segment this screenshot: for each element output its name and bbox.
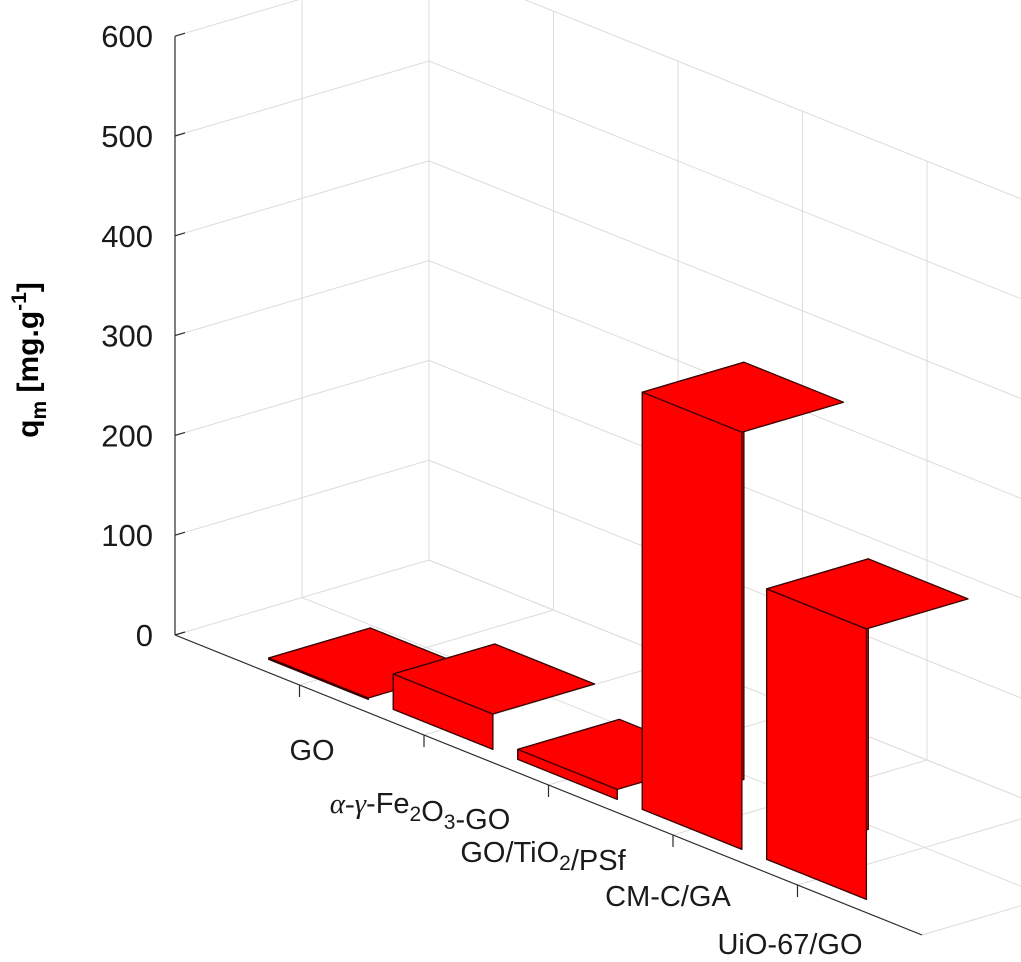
bar-3-top <box>641 361 845 433</box>
z-tick-label-3: 300 <box>101 319 153 354</box>
y-axis-title: qm [mg.g-1] <box>8 282 51 438</box>
z-tick-label-0: 0 <box>136 618 153 653</box>
x-category-label-3: CM-C/GA <box>605 881 731 913</box>
z-tick-6 <box>174 32 186 37</box>
gridline-floor-x-6 <box>921 905 1021 936</box>
z-tick-label-6: 600 <box>101 19 153 54</box>
z-tick-label-1: 100 <box>101 518 153 553</box>
bar-4-front <box>766 588 868 901</box>
bars <box>268 361 969 901</box>
bar-2 <box>517 718 720 801</box>
x-category-label-0: GO <box>289 735 334 767</box>
x-category-label-2: GO/TiO2/PSf <box>460 837 626 877</box>
x-category-label-4: UiO-67/GO <box>717 929 862 961</box>
z-tick-label-4: 400 <box>101 219 153 254</box>
bar-4 <box>766 558 969 901</box>
bar-1-top <box>392 643 596 715</box>
z-tick-label-2: 200 <box>101 418 153 453</box>
z-tick-5 <box>174 132 186 137</box>
z-tick-0 <box>174 631 186 636</box>
z-tick-2 <box>174 431 186 436</box>
bar-3 <box>641 361 845 851</box>
bar-4-top <box>766 558 969 630</box>
grid-lines <box>174 0 1021 936</box>
bar-1 <box>392 643 596 751</box>
axes <box>174 32 923 936</box>
z-tick-label-5: 500 <box>101 119 153 154</box>
y-tick-labels: 0 100 200 300 400 500 600 <box>101 19 153 653</box>
z-tick-3 <box>174 332 186 337</box>
x-category-label-1: α-γ-Fe2O3-GO <box>330 788 511 836</box>
z-tick-1 <box>174 531 186 536</box>
bar-3-front <box>641 391 743 851</box>
z-tick-4 <box>174 232 186 237</box>
